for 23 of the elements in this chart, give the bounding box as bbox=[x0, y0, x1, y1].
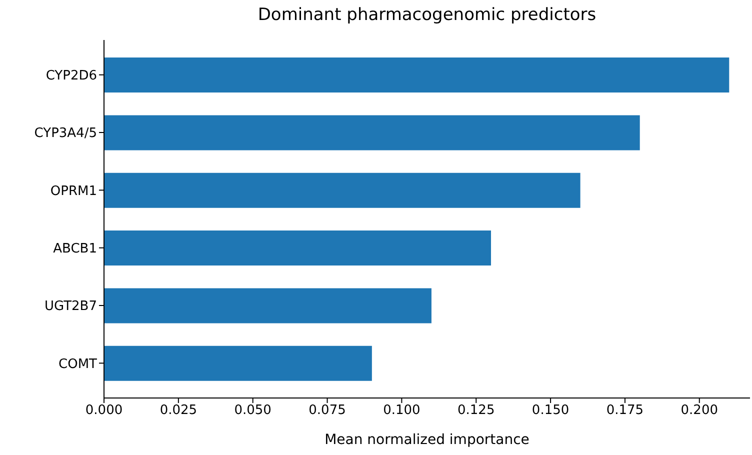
chart-title: Dominant pharmacogenomic predictors bbox=[256, 5, 598, 25]
y-tick-label: COMT bbox=[58, 356, 98, 372]
x-tick-label: 0.125 bbox=[458, 403, 495, 418]
x-tick-label: 0.100 bbox=[383, 403, 420, 418]
x-tick-label: 0.075 bbox=[308, 403, 346, 418]
bar bbox=[104, 346, 372, 381]
y-tick-label: CYP3A4/5 bbox=[34, 126, 97, 142]
bar bbox=[104, 115, 640, 150]
x-tick-label: 0.200 bbox=[680, 403, 718, 418]
bar bbox=[104, 288, 432, 324]
bar bbox=[104, 172, 580, 208]
x-tick-label: 0.000 bbox=[85, 403, 123, 418]
y-tick-label: ABCB1 bbox=[53, 241, 97, 256]
x-tick-label: 0.150 bbox=[532, 403, 570, 418]
bar bbox=[104, 230, 492, 266]
y-tick-label: UGT2B7 bbox=[44, 299, 97, 314]
x-tick-label: 0.175 bbox=[606, 403, 644, 418]
y-tick-label: OPRM1 bbox=[50, 184, 97, 199]
bar bbox=[104, 58, 730, 93]
y-tick-label: CYP2D6 bbox=[46, 68, 97, 84]
x-tick-label: 0.050 bbox=[234, 403, 272, 418]
x-axis-title: Mean normalized importance bbox=[324, 432, 530, 448]
x-tick-label: 0.025 bbox=[160, 403, 198, 418]
